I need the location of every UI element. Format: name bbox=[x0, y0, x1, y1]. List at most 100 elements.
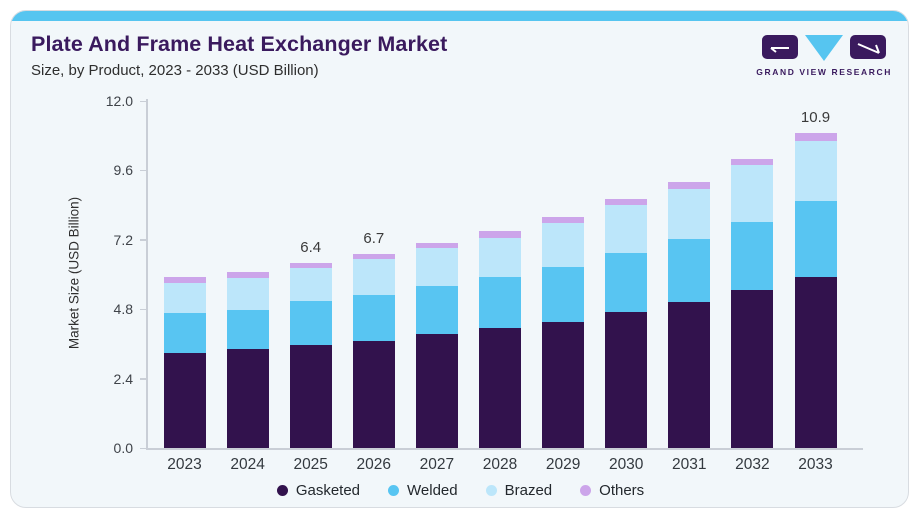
bar-segment-welded bbox=[415, 286, 458, 334]
page-title: Plate And Frame Heat Exchanger Market bbox=[31, 32, 448, 56]
bar-2027 bbox=[415, 242, 458, 448]
bar-segment-others bbox=[605, 199, 648, 205]
y-tick bbox=[140, 169, 146, 172]
bar-segment-welded bbox=[352, 295, 395, 341]
y-tick-label: 12.0 bbox=[105, 93, 133, 109]
logo-g-mark-icon bbox=[762, 35, 799, 59]
bar-segment-brazed bbox=[163, 282, 206, 313]
bar-segment-others bbox=[289, 263, 332, 268]
bar-segment-brazed bbox=[542, 223, 585, 267]
y-tick-label: 9.6 bbox=[113, 162, 133, 179]
bar-2023 bbox=[163, 277, 206, 448]
bar-2029 bbox=[542, 217, 585, 448]
stacked-bar-chart: Market Size (USD Billion) 0.0 2.4 4.8 7.2 9.… bbox=[11, 11, 908, 507]
legend-dot-icon bbox=[388, 485, 400, 496]
bar-2025 bbox=[289, 263, 332, 448]
bar-segment-brazed bbox=[415, 248, 458, 287]
bar-segment-others bbox=[415, 242, 458, 249]
logo-marks bbox=[762, 35, 887, 61]
brand-name: GRAND VIEW RESEARCH bbox=[756, 67, 892, 77]
bar-segment-welded bbox=[605, 252, 648, 313]
x-tick-label: 2029 bbox=[545, 456, 581, 473]
bar-segment-brazed bbox=[605, 204, 648, 253]
bar-segment-welded bbox=[668, 238, 711, 303]
x-tick-label: 2032 bbox=[735, 456, 770, 473]
x-tick-label: 2026 bbox=[356, 456, 392, 473]
bar-segment-gasketed bbox=[479, 328, 521, 448]
bar-segment-others bbox=[542, 217, 585, 224]
bar-segment-welded bbox=[542, 266, 585, 322]
x-tick-label: 2025 bbox=[293, 456, 328, 473]
legend-item-welded: Welded bbox=[388, 482, 458, 499]
y-axis-line bbox=[146, 99, 148, 448]
bar-2026 bbox=[352, 254, 395, 448]
legend-item-gasketed: Gasketed bbox=[276, 482, 361, 499]
bar-segment-others bbox=[479, 231, 521, 238]
bar-segment-gasketed bbox=[542, 321, 585, 448]
legend-item-others: Others bbox=[580, 482, 644, 499]
bar-2028 bbox=[479, 231, 521, 448]
legend-dot-icon bbox=[485, 485, 497, 496]
chart-card: Plate And Frame Heat Exchanger Market Si… bbox=[10, 10, 909, 508]
bar-segment-brazed bbox=[794, 140, 837, 202]
logo-r-mark-icon bbox=[850, 35, 887, 59]
y-tick-label: 0.0 bbox=[113, 440, 133, 456]
chart-header: Plate And Frame Heat Exchanger Market Si… bbox=[31, 32, 892, 78]
bar-segment-welded bbox=[289, 301, 332, 345]
bar-segment-brazed bbox=[352, 258, 395, 296]
x-tick-label: 2033 bbox=[798, 456, 833, 473]
bar-2032 bbox=[731, 159, 774, 448]
x-tick-label: 2027 bbox=[419, 456, 455, 473]
y-tick bbox=[140, 308, 146, 311]
bar-segment-gasketed bbox=[352, 340, 395, 448]
bar-value-label: 6.4 bbox=[300, 239, 322, 256]
x-axis-line bbox=[146, 448, 863, 450]
bar-segment-welded bbox=[731, 221, 774, 290]
chart-legend: Gasketed Welded Brazed Others bbox=[11, 482, 908, 499]
legend-label: Welded bbox=[407, 482, 458, 499]
bar-segment-others bbox=[352, 254, 395, 259]
bar-segment-gasketed bbox=[731, 289, 774, 448]
bar-segment-brazed bbox=[731, 165, 774, 222]
bar-segment-brazed bbox=[479, 237, 521, 277]
x-tick-label: 2031 bbox=[672, 456, 707, 473]
bar-segment-others bbox=[668, 182, 711, 190]
bar-segment-gasketed bbox=[226, 349, 269, 448]
bar-segment-welded bbox=[794, 201, 837, 278]
bar-2024 bbox=[226, 272, 269, 448]
x-tick-label: 2028 bbox=[482, 456, 518, 473]
y-tick bbox=[140, 239, 146, 241]
bar-segment-gasketed bbox=[163, 352, 206, 448]
bar-2031 bbox=[668, 182, 711, 448]
bar-segment-brazed bbox=[226, 278, 269, 310]
bar-segment-gasketed bbox=[289, 344, 332, 448]
legend-label: Brazed bbox=[504, 482, 553, 499]
bar-2030 bbox=[605, 199, 648, 448]
y-tick bbox=[140, 100, 146, 102]
bar-segment-brazed bbox=[668, 189, 711, 239]
bar-segment-others bbox=[226, 272, 269, 279]
logo-v-mark-icon bbox=[805, 35, 844, 61]
bar-segment-others bbox=[731, 159, 774, 166]
x-tick-label: 2030 bbox=[608, 456, 644, 473]
bar-value-label: 6.7 bbox=[363, 230, 385, 247]
y-axis-title: Market Size (USD Billion) bbox=[66, 196, 82, 350]
brand-logo: GRAND VIEW RESEARCH bbox=[756, 35, 892, 77]
y-tick bbox=[140, 378, 146, 380]
bar-value-label: 10.9 bbox=[800, 109, 831, 126]
x-tick-label: 2024 bbox=[230, 456, 265, 473]
bar-segment-others bbox=[794, 133, 837, 141]
y-tick-label: 4.8 bbox=[113, 301, 133, 318]
bar-segment-others bbox=[163, 277, 206, 283]
legend-label: Gasketed bbox=[295, 482, 361, 499]
bar-segment-welded bbox=[163, 312, 206, 353]
card-accent-bar bbox=[11, 11, 908, 21]
bar-segment-gasketed bbox=[794, 277, 837, 448]
legend-item-brazed: Brazed bbox=[485, 482, 553, 499]
bar-segment-welded bbox=[479, 276, 521, 329]
header-titles: Plate And Frame Heat Exchanger Market Si… bbox=[31, 32, 448, 78]
legend-label: Others bbox=[599, 482, 645, 499]
legend-dot-icon bbox=[580, 485, 592, 496]
y-tick bbox=[140, 447, 146, 449]
x-tick-label: 2023 bbox=[167, 456, 202, 473]
